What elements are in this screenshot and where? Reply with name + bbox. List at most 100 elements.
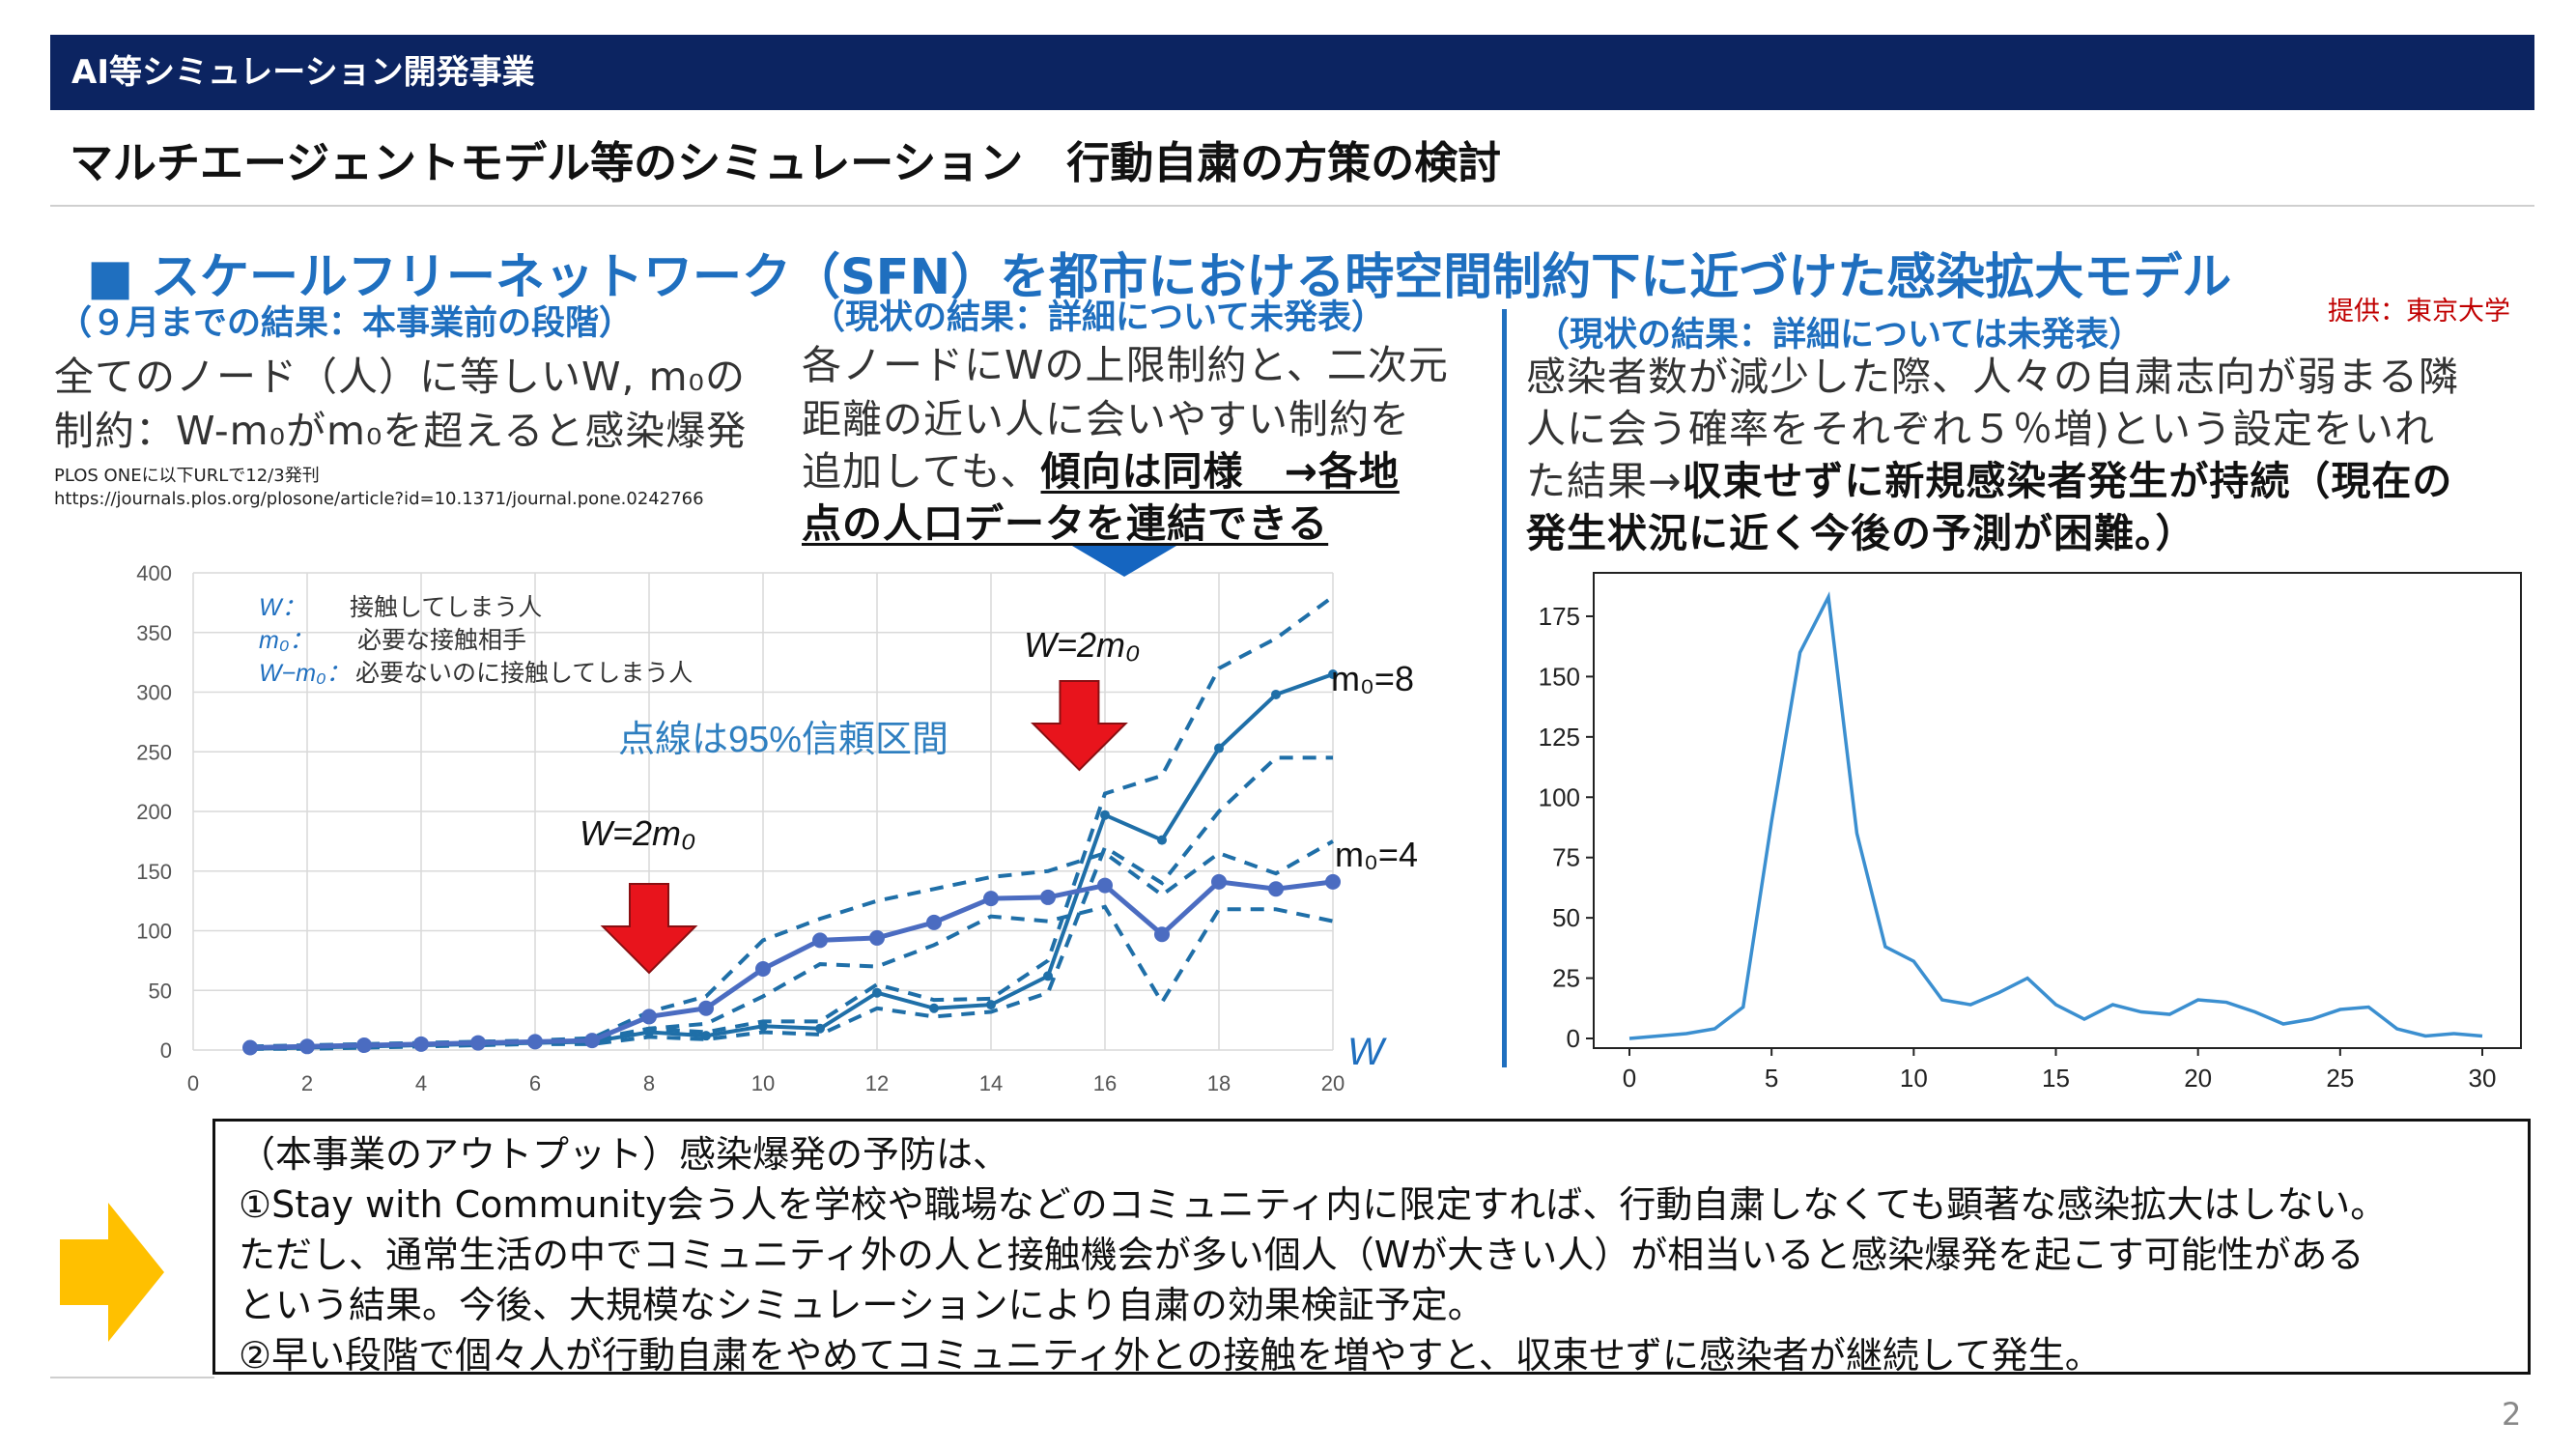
series-point	[1268, 881, 1284, 897]
series-point	[1040, 889, 1056, 905]
y-tick-label: 150	[1539, 662, 1580, 691]
right-chart-series	[1628, 591, 2483, 1040]
x-axis-label: W	[1347, 1031, 1387, 1073]
legend-wm-symbol: W−m₀：	[259, 660, 351, 687]
right-chart-ticks: 0 25 50 75 100 125 150 175 0 5 10 15 20 25 30	[1539, 602, 2497, 1093]
x-tick-label: 12	[865, 1071, 889, 1095]
col2-line3-bold: 傾向は同様 →各地	[1040, 448, 1400, 495]
x-tick-label: 2	[301, 1071, 313, 1095]
top-blue-arrow-icon	[1072, 546, 1176, 577]
ci-upper-line	[249, 839, 1334, 1049]
series-point	[758, 1021, 768, 1032]
new-cases-chart: 0 25 50 75 100 125 150 175 0 5 10 15 20 25 30	[1539, 572, 2522, 1093]
series-point	[929, 1003, 939, 1013]
outcome-line1: （本事業のアウトプット）感染爆発の予防は、	[239, 1133, 1010, 1176]
arrow2-label: W=2m₀	[1024, 625, 1140, 665]
column-divider	[1502, 309, 1507, 1067]
col2-line4-bold: 点の人口データを連結できる	[802, 500, 1329, 547]
col1-heading: （９月までの結果：本事業前の段階）	[58, 304, 634, 343]
x-tick-label: 10	[1900, 1064, 1928, 1093]
red-down-arrow-icon	[1031, 680, 1128, 772]
series-point	[698, 1000, 714, 1016]
series-point	[1097, 877, 1113, 894]
outcome-box: （本事業のアウトプット）感染爆発の予防は、 ①Stay with Communi…	[212, 1119, 2531, 1377]
series-point	[1157, 835, 1167, 845]
series-point	[812, 932, 828, 949]
series-point	[644, 1027, 654, 1037]
series-point	[926, 914, 942, 930]
yellow-arrow-icon	[60, 1203, 164, 1342]
series-point	[1214, 743, 1224, 753]
reference-url[interactable]: https://journals.plos.org/plosone/articl…	[54, 489, 704, 509]
col2-line3: 追加しても、傾向は同様 →各地	[802, 444, 1400, 498]
left-chart-ticks: 0 50 100 150 200 250 300 350 400 0 2 4 6 8 10 12 14 16 18 2…	[136, 561, 1345, 1095]
series-point	[1328, 668, 1338, 679]
outcome-line5: ②早い段階で個々人が行動自粛をやめてコミュニティ外との接触を増やすと、収束せずに…	[239, 1334, 2102, 1377]
series-point	[869, 929, 885, 946]
x-tick-label: 6	[529, 1071, 541, 1095]
series-point	[872, 987, 882, 998]
left-chart-legend: W： 接触してしまう人 m₀： 必要な接触相手 W−m₀： 必要ないのに接触して…	[259, 594, 693, 687]
right-chart-frame	[1593, 572, 2522, 1049]
legend-m0-text: 必要な接触相手	[357, 627, 526, 654]
col3-line1: 感染者数が減少した際、人々の自粛志向が弱まる隣	[1526, 354, 2459, 400]
footer-divider	[50, 1377, 214, 1378]
col2-line2: 距離の近い人に会いやすい制約を	[802, 396, 1410, 442]
x-tick-label: 25	[2326, 1064, 2354, 1093]
ci-lower-line	[249, 904, 1334, 1051]
outcome-line4: という結果。今後、大規模なシミュレーションにより自粛の効果検証予定。	[239, 1284, 1485, 1326]
series-point	[1271, 689, 1281, 699]
col3-line2: 人に会う確率をそれぞれ５％増)という設定をいれ	[1526, 406, 2435, 452]
series-point	[755, 961, 771, 978]
x-tick-label: 10	[751, 1071, 775, 1095]
series-point	[986, 1000, 996, 1010]
series-point	[356, 1037, 372, 1054]
col3-line3-bold: 収束せずに新規感染者発生が持続（現在の	[1682, 458, 2453, 504]
left-chart-arrows	[600, 680, 1128, 975]
right-chart-border	[1593, 572, 2522, 1049]
y-tick-label: 125	[1539, 723, 1580, 752]
legend-wm-text: 必要ないのに接触してしまう人	[355, 660, 693, 687]
y-tick-label: 75	[1552, 843, 1580, 872]
section-header: AI等シミュレーション開発事業	[50, 35, 2534, 110]
y-tick-label: 50	[1552, 903, 1580, 932]
y-tick-label: 50	[149, 979, 172, 1003]
col2-line4: 点の人口データを連結できる	[802, 497, 1328, 551]
series-point	[413, 1036, 429, 1052]
ci-lower-line	[250, 755, 1333, 1051]
col3-line3: た結果→収束せずに新規感染者発生が持続（現在の	[1526, 454, 2452, 508]
series-point	[299, 1038, 315, 1055]
y-tick-label: 250	[136, 740, 172, 764]
y-tick-label: 350	[136, 621, 172, 645]
arrow1-label: W=2m₀	[580, 813, 695, 853]
series-point	[641, 1009, 657, 1025]
y-tick-label: 100	[136, 920, 172, 944]
title-divider	[50, 205, 2534, 207]
series-point	[527, 1034, 543, 1050]
red-down-arrow-icon	[600, 883, 698, 975]
series-point	[1100, 810, 1110, 820]
series-point	[584, 1033, 600, 1049]
col2-heading: （現状の結果：詳細について未発表）	[811, 298, 1385, 337]
y-tick-label: 100	[1539, 782, 1580, 811]
x-tick-label: 0	[187, 1071, 199, 1095]
col1-line2: 制約：W-m₀がm₀を超えると感染爆発	[54, 408, 748, 454]
credit-label: 提供：東京大学	[2328, 297, 2510, 327]
series-point	[242, 1039, 258, 1056]
x-tick-label: 20	[2184, 1064, 2212, 1093]
series-label-m4: m₀=4	[1335, 835, 1418, 874]
series-point	[1154, 926, 1170, 943]
legend-m0-symbol: m₀：	[259, 627, 313, 654]
col3-heading: （現状の結果：詳細については未発表）	[1536, 316, 2143, 355]
new-cases-line	[1628, 591, 2483, 1040]
series-point	[815, 1023, 825, 1034]
ci-note: 点線は95%信頼区間	[618, 720, 948, 760]
series-point	[470, 1035, 486, 1051]
legend-w-symbol: W：	[259, 594, 306, 621]
col2-line3-plain: 追加しても、	[802, 448, 1041, 495]
infection-vs-w-chart: 0 50 100 150 200 250 300 350 400 0 2 4 6 8 10 12 14 16 18 2…	[136, 546, 1418, 1095]
series-point	[1211, 873, 1227, 890]
x-tick-label: 15	[2042, 1064, 2070, 1093]
x-tick-label: 14	[979, 1071, 1003, 1095]
page-number: 2	[2502, 1396, 2522, 1433]
